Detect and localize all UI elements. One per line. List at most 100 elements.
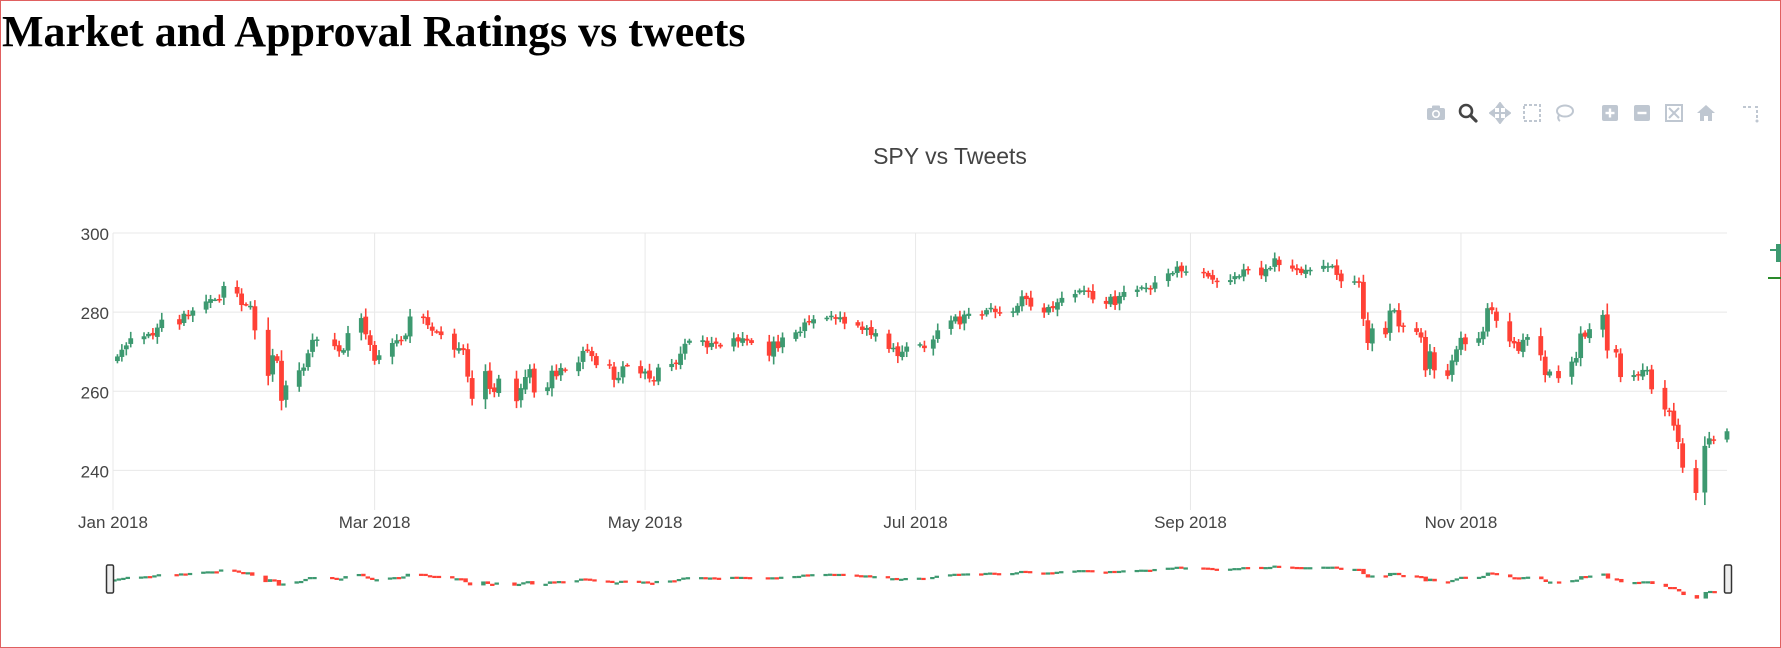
slider-candle — [1174, 566, 1180, 569]
slider-candle — [641, 581, 646, 584]
range-slider-right-handle[interactable] — [1723, 564, 1733, 594]
slider-candle — [587, 578, 593, 581]
box-select-icon[interactable] — [1516, 100, 1548, 126]
slider-candle — [245, 572, 250, 575]
candle — [1179, 262, 1185, 278]
candle — [1139, 285, 1145, 291]
candle — [611, 362, 617, 388]
range-slider[interactable] — [105, 564, 1733, 599]
candle — [585, 343, 590, 353]
slider-candle — [654, 580, 659, 584]
camera-icon[interactable] — [1420, 100, 1452, 126]
slider-candle — [556, 580, 562, 584]
x-tick-label: May 2018 — [608, 513, 683, 532]
candle — [930, 335, 936, 356]
slider-candle — [1601, 573, 1606, 576]
candle — [203, 294, 209, 314]
candle — [1294, 264, 1300, 276]
slider-candle — [1641, 581, 1646, 584]
slider-candle — [623, 580, 628, 583]
candle — [589, 346, 595, 362]
candle — [678, 346, 683, 370]
candle — [1431, 346, 1437, 379]
slider-candle — [1490, 572, 1495, 575]
candle — [966, 307, 972, 319]
slider-candle — [832, 573, 837, 577]
candle — [1547, 369, 1553, 378]
home-icon[interactable] — [1690, 100, 1722, 126]
candle — [221, 281, 227, 305]
candle — [1578, 326, 1584, 367]
candle — [527, 364, 533, 384]
range-slider-left-handle[interactable] — [105, 564, 115, 594]
candle — [1267, 266, 1273, 271]
slider-candle — [241, 572, 246, 575]
candle — [452, 328, 457, 358]
slider-candle — [1574, 579, 1580, 582]
candle — [1485, 303, 1490, 337]
candle — [704, 337, 710, 354]
candle — [1613, 345, 1619, 358]
slider-candle — [685, 577, 691, 580]
slider-candle — [956, 573, 962, 576]
slider-candle — [716, 577, 722, 580]
candle — [1383, 321, 1388, 338]
slider-candle — [1632, 582, 1637, 585]
slider-candle — [1236, 568, 1242, 571]
slider-candle — [1072, 570, 1077, 573]
slider-candle — [1103, 571, 1108, 574]
slider-candle — [218, 569, 224, 572]
candlestick-series — [115, 252, 1730, 506]
zoom-icon[interactable] — [1452, 100, 1484, 126]
slider-candle — [712, 577, 717, 580]
candle — [465, 343, 471, 383]
slider-candle — [1330, 566, 1335, 569]
slider-candle — [552, 581, 557, 584]
lasso-select-icon[interactable] — [1548, 100, 1580, 126]
candle — [159, 312, 165, 332]
candle — [150, 328, 156, 340]
slider-candle — [934, 575, 939, 578]
candle — [1174, 261, 1180, 278]
candle — [873, 329, 879, 342]
pan-icon[interactable] — [1484, 100, 1516, 126]
slider-candle — [823, 573, 828, 577]
slider-candle — [676, 578, 682, 582]
spike-lines-icon[interactable] — [1736, 100, 1768, 126]
candle — [217, 294, 222, 303]
candle — [1711, 435, 1717, 445]
candle — [310, 333, 315, 358]
candle — [607, 359, 613, 369]
candle — [731, 332, 737, 352]
zoom-out-icon[interactable] — [1626, 100, 1658, 126]
slider-candle — [374, 579, 379, 582]
candle — [749, 338, 754, 346]
slider-candle — [1423, 576, 1428, 582]
candle — [1644, 366, 1650, 376]
slider-candle — [1134, 569, 1140, 573]
slider-candle — [1139, 569, 1144, 572]
candle — [1582, 330, 1588, 339]
candle — [1387, 303, 1393, 341]
candle — [1321, 259, 1326, 272]
zoom-in-icon[interactable] — [1594, 100, 1626, 126]
slider-candle — [707, 577, 713, 580]
slider-candle — [1459, 576, 1464, 579]
candle — [687, 338, 692, 345]
candle — [802, 318, 808, 338]
candle — [1170, 271, 1176, 277]
slider-candle — [1290, 566, 1295, 569]
autoscale-icon[interactable] — [1658, 100, 1690, 126]
slider-candle — [805, 574, 811, 577]
slider-candle — [1481, 575, 1486, 579]
slider-candle — [636, 580, 642, 583]
slider-candle — [1152, 568, 1157, 572]
candle — [1059, 291, 1065, 307]
candle — [265, 317, 271, 386]
slider-candle — [1116, 570, 1122, 574]
slider-candle — [1365, 574, 1371, 578]
candle — [208, 294, 213, 309]
candle — [1511, 337, 1517, 349]
slider-candle — [1019, 570, 1024, 574]
